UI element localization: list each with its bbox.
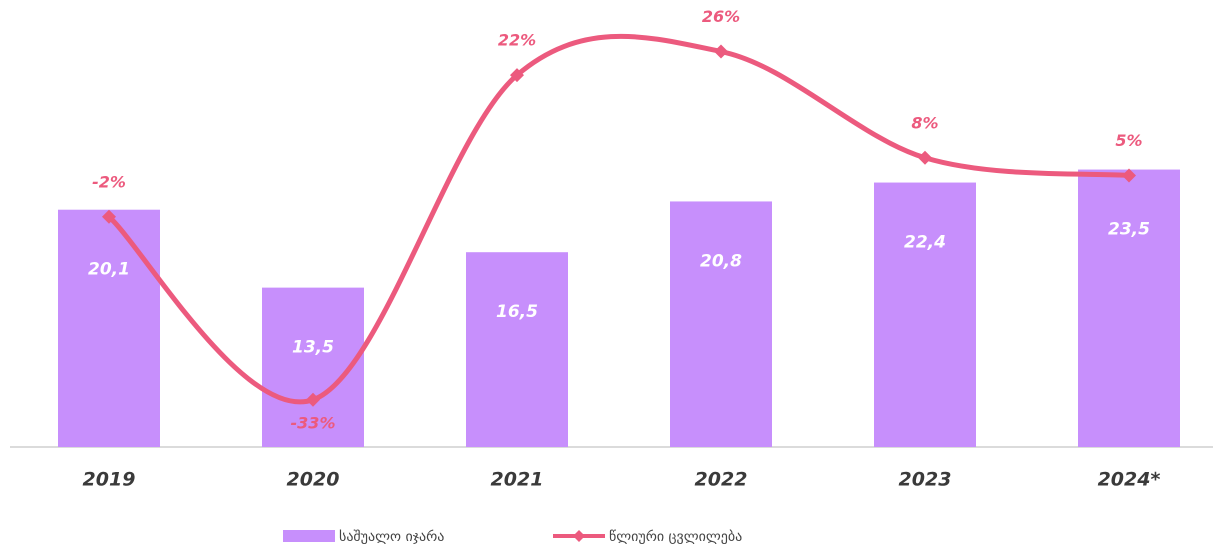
bar-value-label: 13,5 — [292, 338, 334, 358]
line-value-label: -2% — [92, 172, 126, 191]
legend-label: წლიური ცვლილება — [609, 528, 742, 545]
line-marker — [714, 44, 728, 59]
x-tick-label: 2020 — [287, 469, 340, 491]
bar-value-label: 16,5 — [496, 302, 538, 322]
bar — [466, 252, 568, 447]
x-tick-label: 2022 — [695, 469, 748, 491]
line-value-label: 22% — [498, 31, 536, 50]
line-value-label: 5% — [1115, 131, 1142, 150]
line-marker — [306, 392, 320, 407]
bar — [1078, 169, 1180, 447]
bar — [58, 209, 160, 447]
line-value-label: 8% — [911, 113, 938, 132]
bar-value-label: 20,1 — [88, 260, 130, 280]
line-marker — [1122, 168, 1136, 183]
x-tick-label: 2019 — [83, 469, 136, 491]
x-tick-label: 2024* — [1098, 469, 1161, 491]
line-marker — [510, 68, 524, 83]
line-marker — [918, 150, 932, 165]
bar — [262, 287, 364, 447]
legend-label: საშუალო იჯარა — [339, 528, 444, 545]
bar — [874, 182, 976, 448]
line-value-label: -33% — [291, 413, 336, 432]
bar-value-label: 22,4 — [904, 233, 946, 253]
line-value-label: 26% — [702, 7, 740, 26]
x-tick-label: 2021 — [491, 469, 544, 491]
bar-value-label: 20,8 — [700, 251, 742, 271]
legend-swatch — [283, 530, 335, 542]
bar — [670, 201, 772, 447]
line-marker — [102, 209, 116, 224]
legend-marker — [573, 530, 585, 542]
bar-value-label: 23,5 — [1108, 220, 1150, 240]
x-tick-label: 2023 — [899, 469, 952, 491]
